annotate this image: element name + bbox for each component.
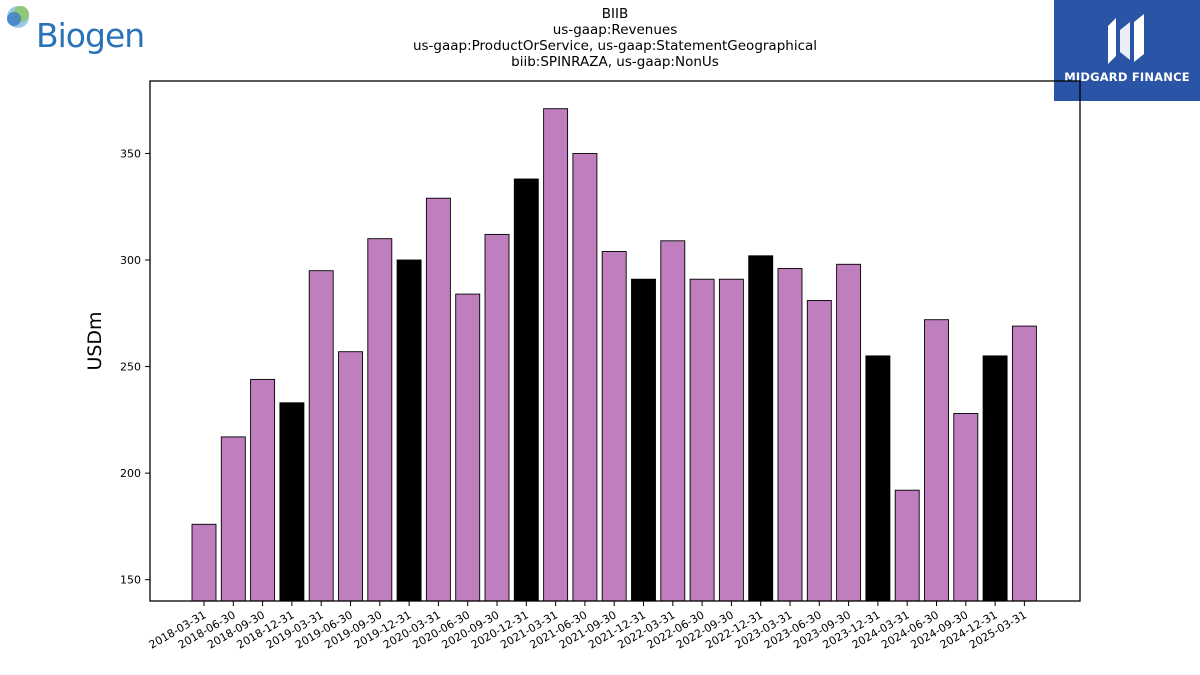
bar-2022-03-31: [660, 240, 686, 602]
y-tick-label: 250: [120, 361, 141, 374]
bar-2020-03-31: [425, 197, 451, 602]
bar-2023-06-30: [806, 300, 832, 602]
bar-2020-09-30: [484, 233, 510, 602]
y-tick-label: 350: [120, 147, 141, 160]
bar-2018-12-31: [279, 402, 305, 602]
y-tick-label: 200: [120, 467, 141, 480]
plot-frame: [149, 80, 1081, 602]
bar-2024-06-30: [924, 319, 949, 602]
title-line: biib:SPINRAZA, us-gaap:NonUs: [511, 54, 719, 70]
y-tick-label: 150: [120, 574, 141, 587]
bar-2024-09-30: [953, 413, 979, 602]
biogen-logo: Biogen: [4, 4, 154, 56]
bar-2019-09-30: [367, 238, 393, 602]
bar-2023-12-31: [865, 355, 891, 602]
bar-2019-12-31: [396, 259, 422, 602]
y-axis: 150 200 250 300 350: [120, 147, 150, 587]
title-line: us-gaap:Revenues: [552, 22, 678, 38]
midgard-emblem-icon: [1108, 14, 1144, 64]
bars-group: [191, 108, 1037, 602]
bar-2023-03-31: [777, 268, 803, 602]
x-axis: 2018-03-312018-06-302018-09-302018-12-31…: [147, 601, 1029, 652]
midgard-logo: MIDGARD FINANCE: [1054, 0, 1200, 101]
bar-2018-09-30: [250, 378, 276, 602]
bar-2025-03-31: [1011, 325, 1037, 602]
biogen-globe-icon: [7, 6, 29, 28]
y-axis-label: USDm: [84, 311, 106, 370]
biogen-wordmark: Biogen: [36, 16, 145, 55]
midgard-wordmark: MIDGARD FINANCE: [1064, 70, 1190, 84]
bar-2021-06-30: [572, 153, 598, 602]
bar-2023-09-30: [836, 263, 862, 602]
bar-2021-09-30: [601, 251, 627, 602]
y-tick-label: 300: [120, 254, 141, 267]
bar-2019-03-31: [308, 270, 334, 602]
bar-2021-03-31: [543, 108, 569, 602]
title-line: BIIB: [601, 6, 629, 22]
bar-2020-06-30: [455, 293, 481, 602]
bar-2018-06-30: [220, 436, 246, 602]
bar-2021-12-31: [631, 278, 656, 602]
bar-2019-06-30: [338, 351, 363, 602]
bar-2022-06-30: [689, 278, 715, 602]
chart-title: BIIB us-gaap:Revenues us-gaap:ProductOrS…: [300, 6, 930, 70]
bar-2024-12-31: [982, 355, 1008, 602]
bar-2022-12-31: [748, 255, 774, 602]
title-line: us-gaap:ProductOrService, us-gaap:Statem…: [412, 38, 818, 54]
bar-2020-12-31: [513, 178, 539, 602]
bar-2018-03-31: [191, 523, 217, 602]
bar-2024-03-31: [894, 489, 920, 602]
bar-2022-09-30: [718, 278, 744, 602]
